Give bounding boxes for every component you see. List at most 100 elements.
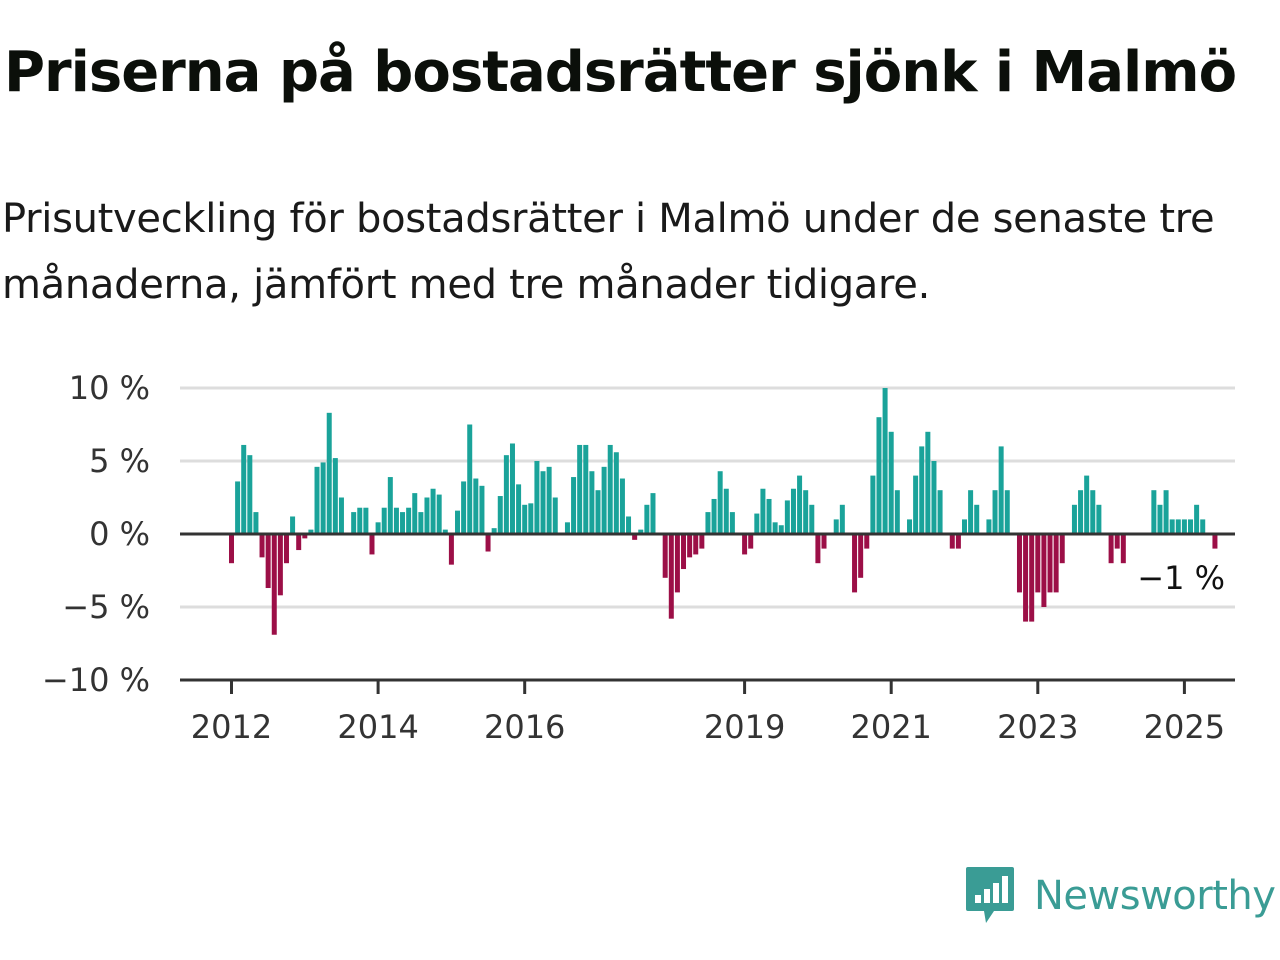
bar-chart: 10 % 5 % 0 % −5 % −10 % 2012 2014 2016 2019 2021… <box>42 369 1235 746</box>
bar-positive <box>473 478 479 534</box>
bar-positive <box>790 488 796 534</box>
bar-positive <box>888 431 894 534</box>
bar-positive <box>1096 504 1102 534</box>
bar-negative <box>668 534 674 619</box>
bar-positive <box>583 444 589 534</box>
bar-negative <box>681 534 687 570</box>
bar-negative <box>693 534 699 555</box>
bar-positive <box>772 522 778 534</box>
bar-positive <box>497 496 503 534</box>
y-tick-label: 5 % <box>89 442 150 480</box>
bar-positive <box>925 431 931 534</box>
bar-positive <box>760 488 766 534</box>
bar-negative <box>296 534 302 551</box>
bar-positive <box>870 475 876 534</box>
bar-positive <box>1175 519 1181 534</box>
bar-negative <box>858 534 864 578</box>
bar-positive <box>491 528 497 534</box>
bar-positive <box>235 481 241 534</box>
bar-negative <box>1059 534 1065 564</box>
bar-positive <box>1181 519 1187 534</box>
bar-negative <box>632 534 638 540</box>
bar-positive <box>375 522 381 534</box>
bar-positive <box>839 504 845 534</box>
bar-negative <box>277 534 283 596</box>
bar-positive <box>503 455 509 534</box>
bar-positive <box>436 494 442 534</box>
bar-positive <box>387 477 393 534</box>
bar-positive <box>907 519 913 534</box>
bar-negative <box>1047 534 1053 593</box>
bar-negative <box>821 534 827 549</box>
bar-positive <box>992 490 998 534</box>
bar-positive <box>253 512 259 534</box>
bar-positive <box>509 443 515 534</box>
bar-positive <box>247 455 253 534</box>
bar-positive <box>919 446 925 534</box>
bar-positive <box>968 490 974 534</box>
bar-positive <box>424 497 430 534</box>
bar-negative <box>283 534 289 564</box>
bar-positive <box>1194 504 1200 534</box>
bar-negative <box>815 534 821 564</box>
bar-positive <box>314 466 320 534</box>
bar-positive <box>717 471 723 534</box>
bar-negative <box>1053 534 1059 593</box>
bar-positive <box>479 485 485 534</box>
bar-positive <box>363 507 369 534</box>
bar-positive <box>577 444 583 534</box>
bar-negative <box>1120 534 1126 564</box>
bar-positive <box>308 529 314 534</box>
bar-positive <box>974 504 980 534</box>
bar-positive <box>1157 504 1163 534</box>
bar-positive <box>528 503 534 534</box>
bar-positive <box>534 461 540 534</box>
newsworthy-brand: Newsworthy <box>964 864 1276 928</box>
bar-positive <box>241 444 247 534</box>
bar-negative <box>485 534 491 552</box>
bar-positive <box>833 519 839 534</box>
bar-positive <box>1169 519 1175 534</box>
bar-positive <box>613 452 619 534</box>
bar-positive <box>729 512 735 534</box>
bar-negative <box>748 534 754 549</box>
bar-positive <box>650 493 656 534</box>
bar-negative <box>687 534 693 558</box>
bar-positive <box>400 512 406 534</box>
bar-positive <box>626 516 632 534</box>
bar-negative <box>369 534 375 555</box>
last-value-label: −1 % <box>1137 559 1225 597</box>
bar-positive <box>455 510 461 534</box>
x-tick-label: 2019 <box>704 708 785 746</box>
bar-positive <box>931 461 937 534</box>
bar-positive <box>638 529 644 534</box>
bar-positive <box>393 507 399 534</box>
bar-positive <box>607 444 613 534</box>
bar-positive <box>723 488 729 534</box>
bar-positive <box>571 477 577 534</box>
y-tick-label: −5 % <box>62 588 150 626</box>
bar-positive <box>797 475 803 534</box>
bar-positive <box>644 504 650 534</box>
bar-negative <box>271 534 277 635</box>
bar-negative <box>674 534 680 593</box>
bar-positive <box>461 481 467 534</box>
bars <box>229 388 1218 635</box>
bar-positive <box>522 504 528 534</box>
bar-positive <box>803 490 809 534</box>
y-tick-label: 0 % <box>89 515 150 553</box>
bar-negative <box>852 534 858 593</box>
bar-positive <box>601 466 607 534</box>
bar-positive <box>1090 490 1096 534</box>
y-tick-label: −10 % <box>42 661 150 699</box>
bar-positive <box>381 507 387 534</box>
bar-positive <box>1004 490 1010 534</box>
x-tick-label: 2012 <box>191 708 272 746</box>
bar-positive <box>1071 504 1077 534</box>
bar-positive <box>894 490 900 534</box>
bar-negative <box>1016 534 1022 593</box>
bar-positive <box>1200 519 1206 534</box>
bar-positive <box>564 522 570 534</box>
x-tick-label: 2025 <box>1144 708 1225 746</box>
chart-subtitle: Prisutveckling för bostadsrätter i Malmö… <box>2 196 1215 308</box>
